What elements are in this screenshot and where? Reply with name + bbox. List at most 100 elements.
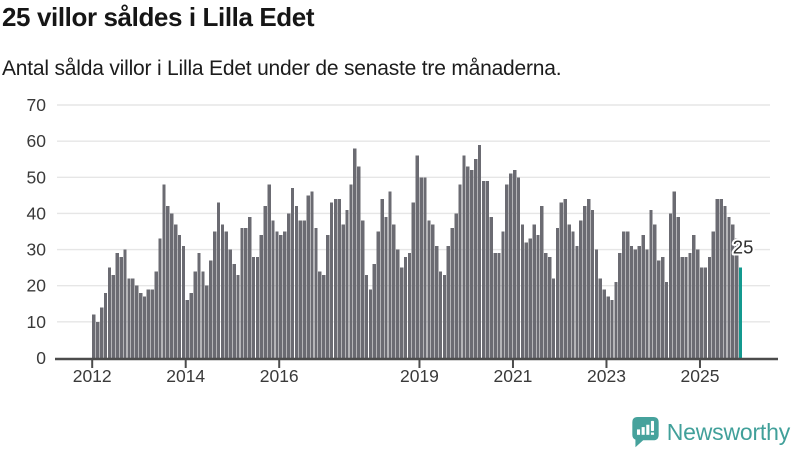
- bar: [474, 159, 478, 358]
- bar: [244, 227, 248, 358]
- bar: [622, 231, 626, 358]
- x-axis-label-2012: 2012: [73, 366, 112, 386]
- bar: [540, 206, 544, 358]
- bar: [684, 256, 688, 358]
- bar: [228, 249, 232, 358]
- bar: [166, 206, 170, 358]
- bar: [637, 245, 641, 358]
- bar: [427, 220, 431, 358]
- bar: [372, 264, 377, 358]
- bar: [653, 224, 657, 358]
- logo-exclamation-dot: [650, 432, 654, 435]
- newsworthy-logo-icon: [632, 417, 659, 448]
- bar: [629, 245, 634, 358]
- bar: [735, 238, 739, 358]
- bar: [318, 271, 322, 358]
- bar: [446, 245, 451, 358]
- x-axis-label-2014: 2014: [166, 366, 205, 386]
- bar: [396, 249, 400, 358]
- bar: [544, 253, 548, 358]
- bar: [341, 224, 345, 358]
- brand-name: Newsworthy: [666, 419, 790, 445]
- bar: [115, 253, 119, 358]
- bar: [107, 267, 112, 358]
- bar: [645, 249, 649, 358]
- bar: [661, 256, 665, 358]
- bar: [201, 271, 205, 358]
- bar: [532, 224, 536, 358]
- bar: [485, 180, 489, 358]
- bar: [583, 206, 587, 358]
- bar: [559, 202, 564, 358]
- bar: [692, 235, 696, 358]
- highlighted-bar: [738, 267, 743, 358]
- bar: [263, 206, 267, 358]
- bar: [606, 296, 610, 358]
- bar: [477, 144, 482, 358]
- bar: [127, 278, 131, 358]
- bar: [275, 231, 279, 358]
- y-axis-label-50: 50: [27, 167, 47, 187]
- bar: [232, 264, 236, 358]
- y-axis-label-30: 30: [27, 240, 47, 260]
- bar: [368, 289, 373, 358]
- bar: [672, 191, 676, 358]
- bar: [497, 253, 501, 358]
- bar: [680, 256, 684, 358]
- bar: [633, 249, 638, 358]
- bar: [509, 173, 513, 358]
- bar: [699, 267, 704, 358]
- bar: [384, 217, 388, 358]
- bar: [586, 198, 591, 358]
- x-axis-label-2025: 2025: [681, 366, 720, 386]
- logo-bar-1: [636, 429, 640, 435]
- bar: [731, 224, 735, 358]
- bar: [548, 256, 552, 358]
- x-axis-label-2019: 2019: [400, 366, 439, 386]
- bar: [325, 235, 330, 358]
- chart-title: 25 villor såldes i Lilla Edet: [2, 2, 315, 32]
- bar: [493, 253, 497, 358]
- bar: [458, 184, 462, 358]
- bar: [333, 198, 338, 358]
- bar: [415, 155, 419, 358]
- bar: [481, 180, 486, 358]
- bar: [279, 235, 283, 358]
- bar: [399, 267, 404, 358]
- bar: [520, 224, 525, 358]
- bar: [294, 206, 299, 358]
- bar: [516, 177, 521, 358]
- bar: [649, 209, 653, 358]
- bar: [707, 256, 712, 358]
- bar: [555, 227, 560, 358]
- bar: [470, 170, 474, 358]
- bar: [177, 235, 182, 358]
- y-axis-label-60: 60: [27, 131, 47, 151]
- bar: [563, 198, 567, 358]
- bar: [431, 224, 435, 358]
- bar: [435, 245, 439, 358]
- bar: [454, 213, 458, 358]
- bar: [614, 282, 618, 358]
- bar: [92, 314, 96, 358]
- bar: [216, 202, 221, 358]
- bar: [594, 249, 599, 358]
- bar: [158, 238, 162, 358]
- bar: [567, 224, 571, 358]
- bar: [610, 300, 614, 358]
- bar: [150, 289, 154, 358]
- bar: [466, 166, 470, 358]
- bar: [314, 227, 318, 358]
- bar: [146, 289, 151, 358]
- bar: [598, 278, 602, 358]
- bar: [501, 231, 505, 358]
- x-axis-label-2023: 2023: [587, 366, 626, 386]
- bar: [329, 202, 334, 358]
- bar: [283, 231, 287, 358]
- bar: [505, 184, 509, 358]
- logo-bar-3: [646, 424, 650, 435]
- bar: [711, 231, 715, 358]
- bar: [162, 184, 166, 358]
- bar: [392, 224, 396, 358]
- bar: [174, 224, 178, 358]
